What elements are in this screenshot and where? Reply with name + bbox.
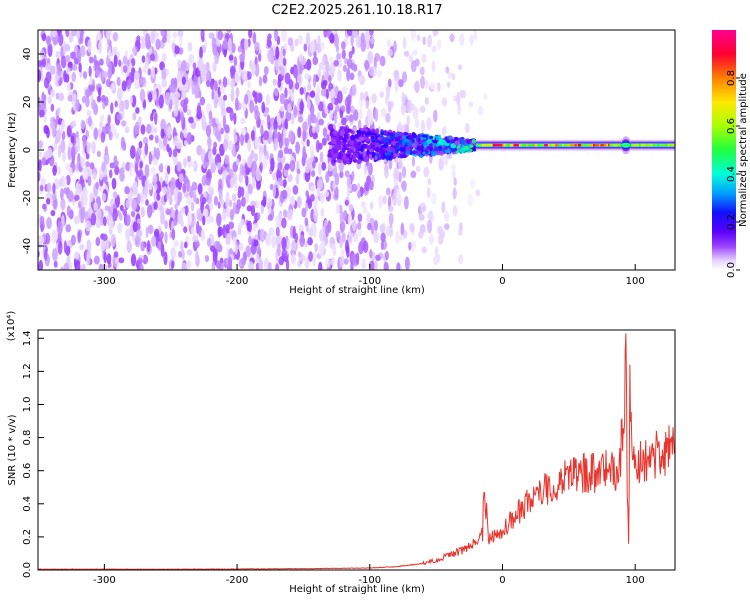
spectrogram-xtick-label: -300 (93, 276, 116, 287)
snr-axes: -300 -200 -100 0 100 0.0 0.2 0.4 0.6 0.8 1.0 1.2 1.4 (22, 330, 645, 586)
figure-title: C2E2.2025.261.10.18.R17 (271, 3, 442, 18)
spectrogram-ytick-label: 0 (22, 147, 33, 153)
colorbar-ticks: 0.0 0.2 0.4 0.6 0.8 (726, 70, 740, 278)
snr-series-line (38, 333, 675, 570)
colorbar-tick-label: 0.6 (726, 118, 737, 134)
spectrogram-ytick-label: 40 (22, 48, 33, 61)
spectrogram-xtick-label: 100 (626, 276, 645, 287)
spectrogram-ylabel: Frequency (Hz) (7, 112, 18, 188)
spectrogram-ytick-label: -40 (22, 238, 33, 254)
spectrogram-ytick-label: -20 (22, 190, 33, 206)
colorbar-tick-label: 0.0 (726, 262, 737, 278)
spectrogram-ytick-label: 20 (22, 96, 33, 109)
snr-ylabel: SNR (10 * v/v) (7, 414, 18, 485)
colorbar-label: Normalized spectral amplitude (738, 73, 749, 227)
colorbar-tick-label: 0.4 (726, 166, 737, 182)
colorbar-gradient (712, 30, 736, 270)
snr-ytick-label: 1.2 (22, 363, 33, 379)
snr-xtick-label: -200 (226, 575, 249, 586)
snr-ytick-label: 1.0 (22, 397, 33, 413)
spectrogram-xtick-label: -100 (358, 276, 381, 287)
snr-frame (37, 329, 676, 571)
snr-xtick-label: 0 (499, 575, 505, 586)
snr-ytick-label: 0.2 (22, 529, 33, 545)
snr-ytick-label: 0.4 (22, 496, 33, 512)
colorbar-tick-label: 0.2 (726, 214, 737, 230)
snr-ytick-label: 0.8 (22, 430, 33, 446)
snr-plot-area (38, 333, 675, 570)
snr-xlabel: Height of straight line (km) (289, 584, 425, 595)
snr-ytick-label: 0.6 (22, 463, 33, 479)
snr-xtick-label: -100 (358, 575, 381, 586)
snr-xtick-label: -300 (93, 575, 116, 586)
spectrogram-xlabel: Height of straight line (km) (289, 285, 425, 296)
colorbar: 0.0 0.2 0.4 0.6 0.8 Normalized spectral ampl… (712, 30, 749, 278)
snr-panel: -300 -200 -100 0 100 0.0 0.2 0.4 0.6 0.8 1.0 1.2 1.4… (6, 311, 676, 595)
colorbar-tick-label: 0.8 (726, 70, 737, 86)
snr-ytick-label: 1.4 (22, 330, 33, 346)
spectrogram-xtick-label: 0 (499, 276, 505, 287)
spectrogram-xtick-label: -200 (226, 276, 249, 287)
snr-ytick-label: 0.0 (22, 562, 33, 578)
spectrogram-heatmap (38, 30, 675, 270)
snr-multiplier: (x10⁴) (6, 311, 17, 342)
snr-xtick-label: 100 (626, 575, 645, 586)
